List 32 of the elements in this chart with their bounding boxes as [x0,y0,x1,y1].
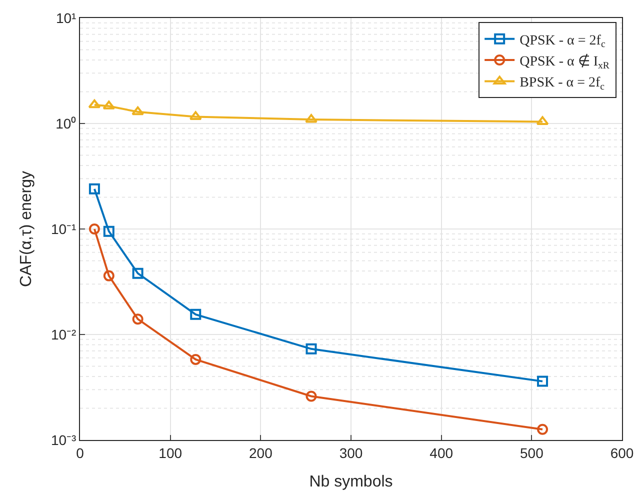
x-tick-label: 300 [339,444,363,461]
y-tick-label: 10¹ [56,10,77,26]
x-tick-label: 600 [610,444,634,461]
x-tick-label: 200 [248,444,273,461]
y-tick-label: 10⁻³ [50,432,77,448]
point [132,314,144,325]
point [88,99,101,108]
point [88,183,100,194]
point [132,268,144,279]
point [306,390,317,402]
point [132,106,144,116]
point [190,308,202,320]
point [88,224,100,234]
point [306,343,317,354]
y-axis-title: CAF(α,τ) energy [18,170,35,288]
x-tick-label: 0 [76,444,84,461]
y-tick-label: 10⁰ [56,115,76,132]
x-tick-label: 400 [430,444,454,461]
point [305,114,318,123]
legend-label: QPSK - α ∉ I$_{xR}$ [520,53,610,72]
legend-label: QPSK - α = 2f$_{c}$ [520,33,606,50]
point [103,270,114,282]
point [537,376,548,387]
point [537,424,548,435]
point [103,226,114,237]
y-tick-label: 10⁻¹ [50,220,77,237]
x-tick-label: 100 [158,444,182,461]
legend-label: BPSK - α = 2f$_{c}$ [520,76,606,93]
x-axis-title: Nb symbols [309,474,393,490]
x-tick-label: 500 [520,444,544,461]
y-tick-label: 10⁻² [50,326,77,342]
point [190,354,202,365]
